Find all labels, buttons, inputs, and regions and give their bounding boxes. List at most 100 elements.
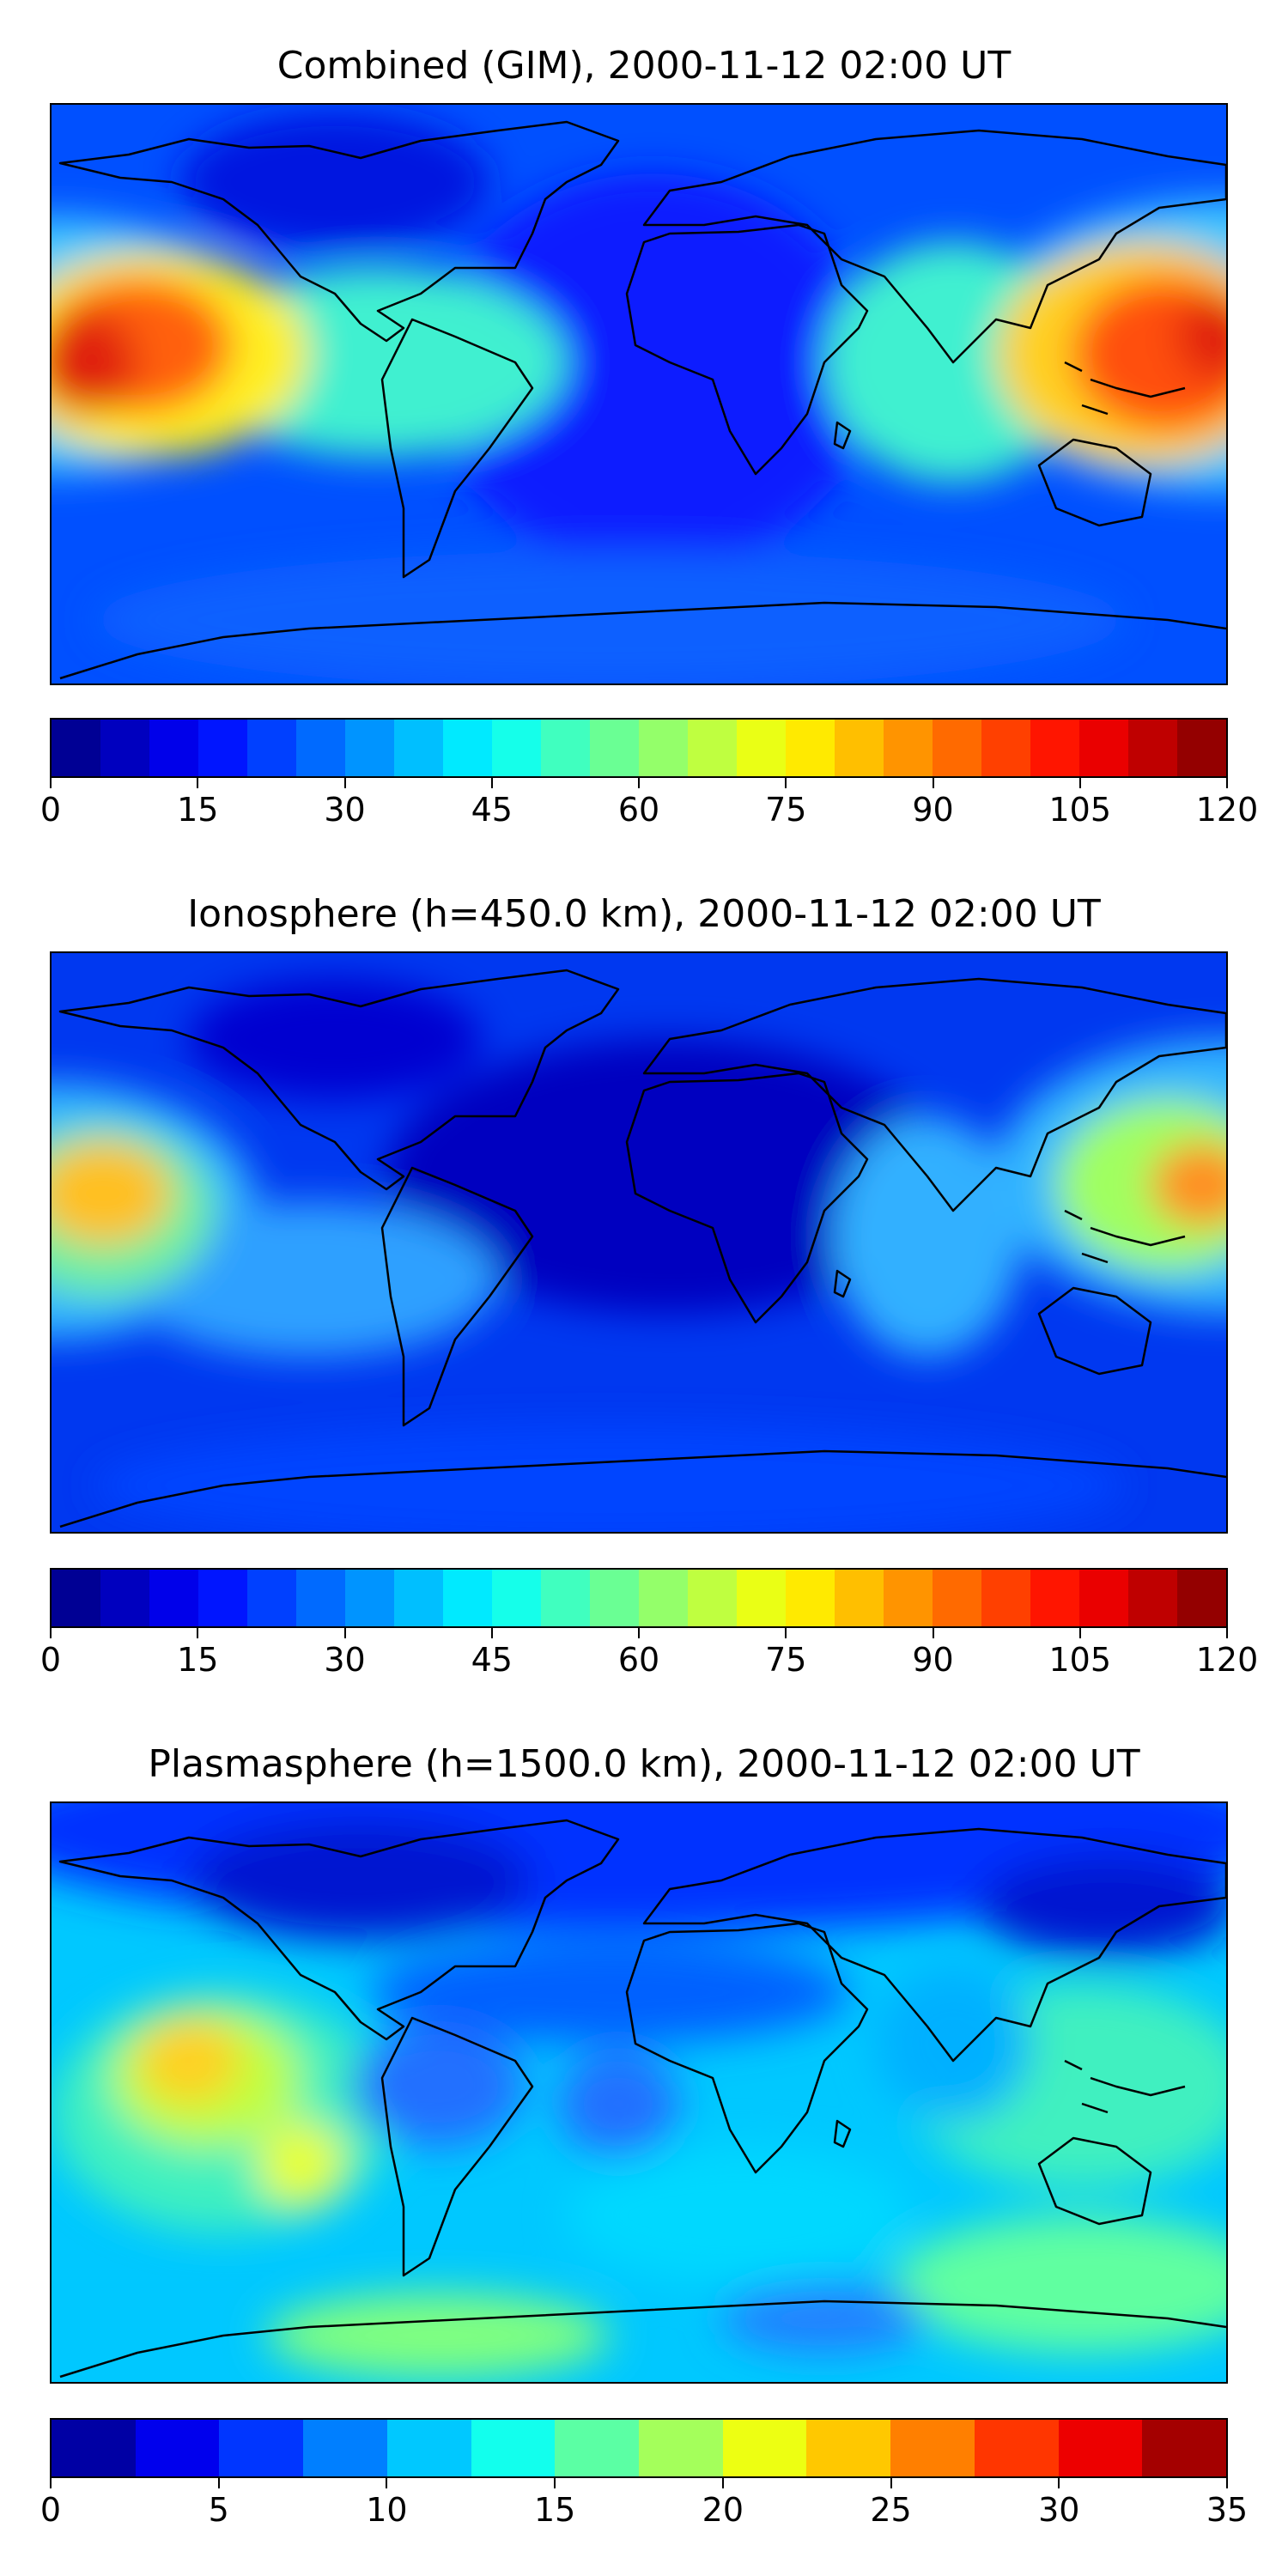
coastlines [58, 1819, 1226, 2379]
colorbar-tick-label: 30 [324, 791, 366, 829]
colorbar-level [786, 1570, 835, 1626]
colorbar-tick-label: 5 [208, 2491, 229, 2529]
colorbar-level [1079, 720, 1128, 776]
colorbar-level [198, 720, 247, 776]
colorbar-level [737, 720, 786, 776]
colorbar-tick-label: 15 [533, 2491, 576, 2529]
colorbar-level [386, 2420, 471, 2476]
colorbar-level [933, 720, 981, 776]
colorbar-tick [890, 2478, 892, 2488]
colorbar-level [835, 720, 884, 776]
colorbar-tick [1226, 778, 1228, 788]
colorbar-level [443, 1570, 492, 1626]
colorbar-tick [386, 2478, 388, 2488]
colorbar-tick [1078, 778, 1081, 788]
colorbar-tick [50, 2478, 52, 2488]
colorbar-level [806, 2420, 891, 2476]
colorbar-tick [638, 1628, 640, 1638]
colorbar-tick-label: 75 [765, 1641, 807, 1679]
colorbar-level [492, 720, 541, 776]
coastlines [58, 120, 1226, 680]
colorbar-tick-label: 120 [1195, 791, 1259, 829]
tec-map-combined [50, 103, 1228, 685]
colorbar-level [590, 720, 639, 776]
colorbar-tick-label: 30 [324, 1641, 366, 1679]
colorbar-tick [50, 1628, 52, 1638]
colorbar-tick-label: 60 [617, 791, 660, 829]
colorbar-level [52, 1570, 100, 1626]
colorbar-tick-label: 25 [870, 2491, 912, 2529]
colorbar-level [1177, 1570, 1226, 1626]
colorbar-tick [638, 778, 640, 788]
colorbar-level [890, 2420, 975, 2476]
colorbar-tick-label: 120 [1195, 1641, 1259, 1679]
colorbar-level [247, 1570, 296, 1626]
colorbar-tick-label: 0 [39, 791, 62, 829]
colorbar-level [1142, 2420, 1226, 2476]
colorbar-level [1177, 720, 1226, 776]
colorbar-tick-label: 75 [765, 791, 807, 829]
colorbar-level [135, 2420, 220, 2476]
colorbar-level [100, 720, 149, 776]
colorbar-level [198, 1570, 247, 1626]
world-map-icon [52, 953, 1226, 1532]
colorbar-level [1030, 1570, 1079, 1626]
colorbar-tick-label: 35 [1206, 2491, 1249, 2529]
colorbar-tick-label: 105 [1048, 1641, 1112, 1679]
colorbar-level [1030, 720, 1079, 776]
colorbar-tick-label: 45 [471, 1641, 513, 1679]
colorbar-level [981, 720, 1030, 776]
colorbar-level [492, 1570, 541, 1626]
tec-map-ionosphere [50, 951, 1228, 1534]
colorbar-level [555, 2420, 640, 2476]
colorbar-level [639, 2420, 723, 2476]
colorbar-level [981, 1570, 1030, 1626]
colorbar-tick-label: 10 [366, 2491, 408, 2529]
colorbar-tick-label: 45 [471, 791, 513, 829]
panel-title: Combined (GIM), 2000-11-12 02:00 UT [276, 44, 1012, 88]
colorbar-tick [343, 778, 346, 788]
colorbar-level [933, 1570, 981, 1626]
colorbar-level [1079, 1570, 1128, 1626]
colorbar-level [722, 2420, 807, 2476]
colorbar-level [541, 720, 590, 776]
colorbar-tick-label: 0 [39, 2491, 62, 2529]
coastlines [58, 969, 1226, 1528]
colorbar-level [590, 1570, 639, 1626]
panel-title: Ionosphere (h=450.0 km), 2000-11-12 02:0… [187, 892, 1101, 936]
colorbar-tick [721, 2478, 724, 2488]
colorbar-tick [1226, 2478, 1228, 2488]
colorbar-level [296, 720, 345, 776]
colorbar-combined [50, 718, 1228, 778]
colorbar-level [639, 720, 688, 776]
colorbar-tick [932, 778, 934, 788]
colorbar-level [835, 1570, 884, 1626]
colorbar-level [345, 720, 394, 776]
colorbar-ionosphere [50, 1568, 1228, 1628]
colorbar-level [443, 720, 492, 776]
colorbar-level [149, 1570, 198, 1626]
colorbar-level [884, 720, 933, 776]
colorbar-level [296, 1570, 345, 1626]
colorbar-level [219, 2420, 304, 2476]
colorbar-tick [197, 1628, 199, 1638]
colorbar-level [1058, 2420, 1143, 2476]
colorbar-tick [554, 2478, 556, 2488]
colorbar-level [100, 1570, 149, 1626]
colorbar-tick-label: 15 [177, 791, 219, 829]
panel-title: Plasmasphere (h=1500.0 km), 2000-11-12 0… [148, 1742, 1140, 1786]
colorbar-tick [1226, 1628, 1228, 1638]
colorbar-ticks-ionosphere: 0 15 30 45 60 75 90 105 120 [40, 1628, 1258, 1680]
colorbar-level [974, 2420, 1059, 2476]
colorbar-level [1128, 1570, 1177, 1626]
colorbar-level [737, 1570, 786, 1626]
colorbar-tick-label: 105 [1048, 791, 1112, 829]
colorbar-level [541, 1570, 590, 1626]
colorbar-level [688, 720, 737, 776]
colorbar-level [247, 720, 296, 776]
colorbar-tick-label: 30 [1038, 2491, 1080, 2529]
colorbar-level [52, 2420, 136, 2476]
colorbar-tick-label: 60 [617, 1641, 660, 1679]
colorbar-tick [785, 1628, 787, 1638]
world-map-icon [52, 1803, 1226, 2382]
